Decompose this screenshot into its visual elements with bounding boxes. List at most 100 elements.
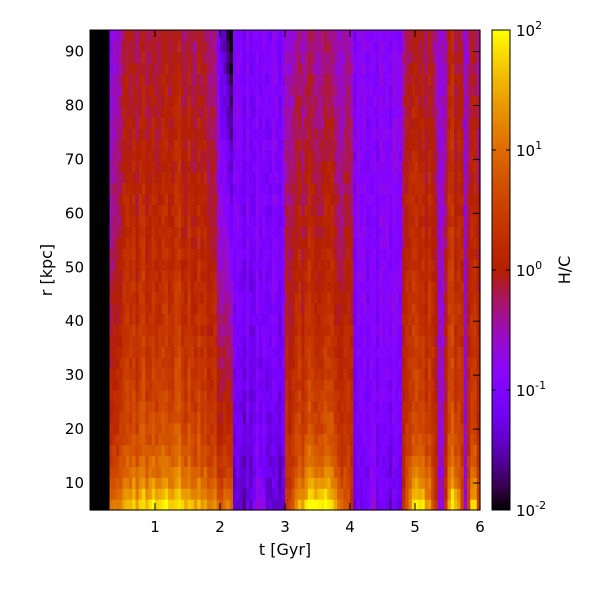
heatmap-cell xyxy=(161,204,166,217)
heatmap-cell xyxy=(372,291,377,304)
heatmap-cell xyxy=(275,248,280,260)
heatmap-cell xyxy=(298,171,302,184)
heatmap-cell xyxy=(210,335,215,347)
heatmap-cell xyxy=(418,62,423,75)
heatmap-cell xyxy=(125,390,130,402)
heatmap-cell xyxy=(411,215,416,227)
heatmap-cell xyxy=(265,139,270,151)
heatmap-cell xyxy=(106,150,111,162)
heatmap-cell xyxy=(158,466,163,478)
heatmap-cell xyxy=(103,150,107,162)
heatmap-cell xyxy=(418,400,423,413)
heatmap-cell xyxy=(142,182,146,195)
heatmap-cell xyxy=(252,73,257,86)
heatmap-cell xyxy=(210,499,215,511)
heatmap-cell xyxy=(359,357,364,369)
heatmap-cell xyxy=(112,433,117,446)
heatmap-cell xyxy=(356,215,361,227)
heatmap-cell xyxy=(421,128,426,140)
heatmap-cell xyxy=(330,215,335,227)
heatmap-cell xyxy=(424,73,429,86)
heatmap-cell xyxy=(346,379,351,391)
heatmap-cell xyxy=(311,62,315,75)
heatmap-cell xyxy=(148,291,153,304)
heatmap-cell xyxy=(330,40,335,53)
heatmap-cell xyxy=(285,335,289,347)
heatmap-cell xyxy=(203,237,208,249)
heatmap-cell xyxy=(285,171,289,184)
heatmap-cell xyxy=(135,182,140,195)
heatmap-cell xyxy=(265,128,270,140)
heatmap-cell xyxy=(307,117,312,129)
heatmap-cell xyxy=(275,357,280,369)
heatmap-cell xyxy=(372,51,377,64)
heatmap-cell xyxy=(161,95,166,107)
heatmap-cell xyxy=(229,73,234,86)
heatmap-cell xyxy=(343,499,348,511)
heatmap-cell xyxy=(281,106,286,118)
heatmap-cell xyxy=(372,411,377,424)
heatmap-cell xyxy=(405,357,410,369)
heatmap-cell xyxy=(392,488,397,500)
heatmap-cell xyxy=(129,280,133,293)
heatmap-cell xyxy=(359,171,364,184)
heatmap-cell xyxy=(291,411,296,424)
heatmap-cell xyxy=(119,204,124,217)
heatmap-cell xyxy=(181,171,185,184)
heatmap-cell xyxy=(330,313,335,326)
heatmap-cell xyxy=(402,40,406,53)
heatmap-cell xyxy=(441,84,445,97)
heatmap-cell xyxy=(194,139,198,151)
heatmap-cell xyxy=(405,150,410,162)
heatmap-cell xyxy=(96,313,101,326)
heatmap-cell xyxy=(311,117,315,129)
heatmap-cell xyxy=(125,193,130,206)
heatmap-cell xyxy=(177,466,182,478)
heatmap-cell xyxy=(415,150,419,162)
heatmap-cell xyxy=(424,379,429,391)
heatmap-cell xyxy=(450,84,455,97)
heatmap-cell xyxy=(428,171,432,184)
heatmap-cell xyxy=(450,313,455,326)
heatmap-cell xyxy=(194,477,198,489)
heatmap-cell xyxy=(301,357,306,369)
heatmap-cell xyxy=(197,215,202,227)
heatmap-cell xyxy=(385,433,390,446)
heatmap-cell xyxy=(421,270,426,282)
heatmap-cell xyxy=(441,368,445,380)
heatmap-cell xyxy=(444,357,449,369)
heatmap-cell xyxy=(194,302,198,315)
heatmap-cell xyxy=(112,346,117,358)
heatmap-cell xyxy=(220,270,224,282)
heatmap-cell xyxy=(431,182,436,195)
heatmap-cell xyxy=(314,150,319,162)
heatmap-cell xyxy=(457,313,462,326)
heatmap-cell xyxy=(389,335,393,347)
heatmap-cell xyxy=(190,357,195,369)
heatmap-cell xyxy=(164,226,169,238)
heatmap-cell xyxy=(431,335,436,347)
heatmap-cell xyxy=(314,346,319,358)
heatmap-cell xyxy=(187,433,192,446)
heatmap-cell xyxy=(259,84,263,97)
heatmap-cell xyxy=(301,368,306,380)
heatmap-cell xyxy=(148,215,153,227)
heatmap-cell xyxy=(181,259,185,271)
heatmap-cell xyxy=(340,411,345,424)
heatmap-cell xyxy=(434,95,439,107)
heatmap-cell xyxy=(194,160,198,173)
heatmap-cell xyxy=(343,488,348,500)
heatmap-cell xyxy=(210,270,215,282)
heatmap-cell xyxy=(262,270,267,282)
heatmap-cell xyxy=(223,368,228,380)
heatmap-cell xyxy=(285,193,289,206)
heatmap-cell xyxy=(281,237,286,249)
heatmap-cell xyxy=(366,30,371,42)
heatmap-cell xyxy=(402,139,406,151)
heatmap-cell xyxy=(372,499,377,511)
heatmap-cell xyxy=(346,433,351,446)
heatmap-cell xyxy=(428,226,432,238)
heatmap-cell xyxy=(259,400,263,413)
heatmap-cell xyxy=(324,30,328,42)
heatmap-cell xyxy=(112,499,117,511)
